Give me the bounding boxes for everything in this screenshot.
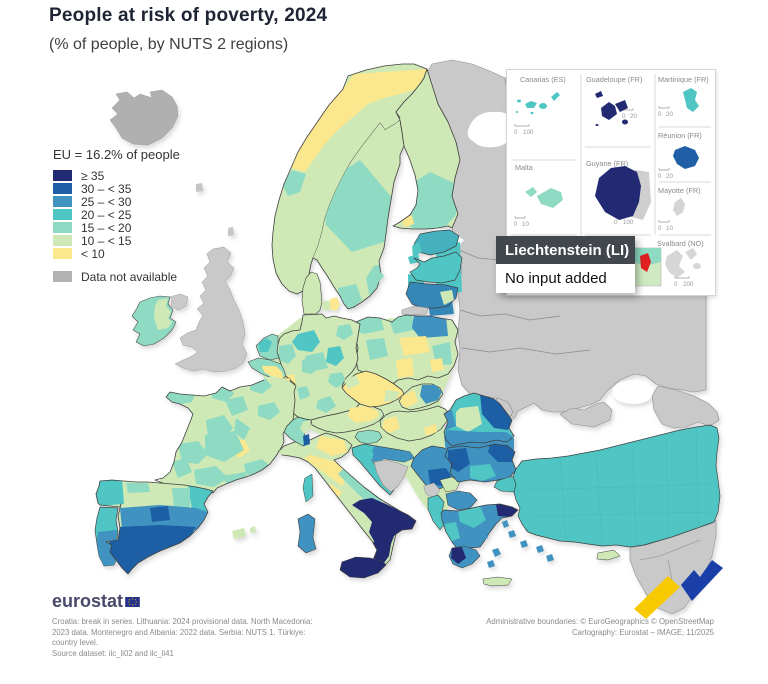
svg-text:100: 100 — [623, 219, 634, 226]
svg-text:Martinique (FR): Martinique (FR) — [658, 75, 709, 84]
svg-text:0: 0 — [658, 173, 662, 180]
svg-text:Canarias (ES): Canarias (ES) — [520, 75, 566, 84]
svg-text:Mayotte (FR): Mayotte (FR) — [658, 186, 701, 195]
svg-text:Guyane (FR): Guyane (FR) — [586, 159, 628, 168]
svg-text:Réunion (FR): Réunion (FR) — [658, 131, 702, 140]
svg-text:0: 0 — [614, 219, 618, 226]
svg-text:10: 10 — [666, 225, 673, 232]
svg-text:0: 0 — [658, 225, 662, 232]
svg-text:Malta: Malta — [515, 163, 534, 172]
svg-text:0: 0 — [658, 111, 662, 118]
svg-text:20: 20 — [666, 173, 673, 180]
svg-text:0: 0 — [622, 113, 626, 120]
svg-text:Svalbard (NO): Svalbard (NO) — [657, 239, 704, 248]
svg-text:100: 100 — [523, 129, 534, 136]
svg-text:0: 0 — [674, 281, 678, 288]
svg-text:200: 200 — [683, 281, 694, 288]
svg-text:20: 20 — [666, 111, 673, 118]
svg-text:10: 10 — [522, 221, 529, 228]
svg-text:0: 0 — [514, 129, 518, 136]
svg-text:Guadeloupe (FR): Guadeloupe (FR) — [586, 75, 642, 84]
svg-text:0: 0 — [514, 221, 518, 228]
svg-text:20: 20 — [630, 113, 637, 120]
